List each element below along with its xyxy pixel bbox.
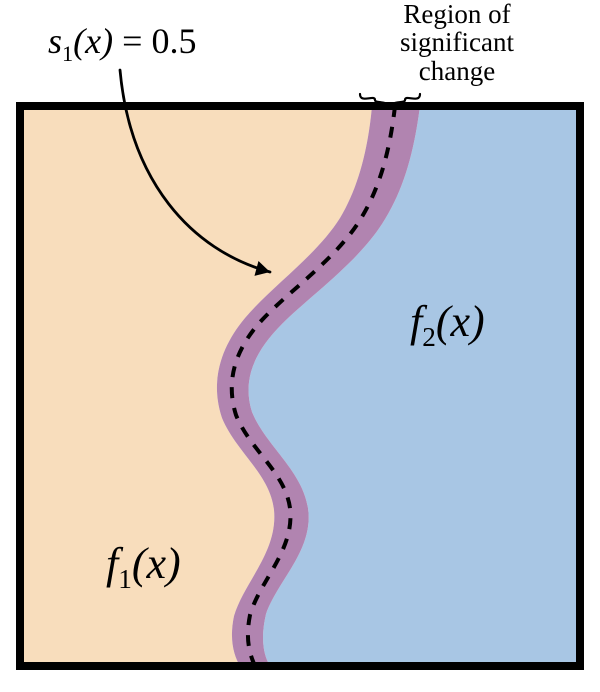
label-f1-sub: 1 — [118, 564, 132, 594]
label-f2-sub: 2 — [422, 322, 436, 352]
label-f2-func: f — [410, 297, 422, 346]
diagram-root: { "canvas": { "width": 600, "height": 69… — [0, 0, 600, 692]
figure-svg — [0, 0, 600, 692]
label-region-line2: significant — [400, 28, 514, 56]
label-f2: f2(x) — [410, 296, 485, 353]
label-s1-sub: 1 — [62, 41, 73, 66]
label-s1-func: s — [48, 21, 62, 61]
label-f1: f1(x) — [106, 538, 181, 595]
label-s1: s1(x) = 0.5 — [48, 20, 196, 67]
label-region-line3: change — [400, 57, 514, 85]
label-s1-arg: (x) — [73, 21, 113, 61]
label-region-line1: Region of — [400, 0, 514, 28]
label-f2-arg: (x) — [436, 297, 485, 346]
label-f1-arg: (x) — [132, 539, 181, 588]
label-region-of-change: Region of significant change — [400, 0, 514, 85]
label-s1-rhs: = 0.5 — [113, 21, 196, 61]
label-f1-func: f — [106, 539, 118, 588]
